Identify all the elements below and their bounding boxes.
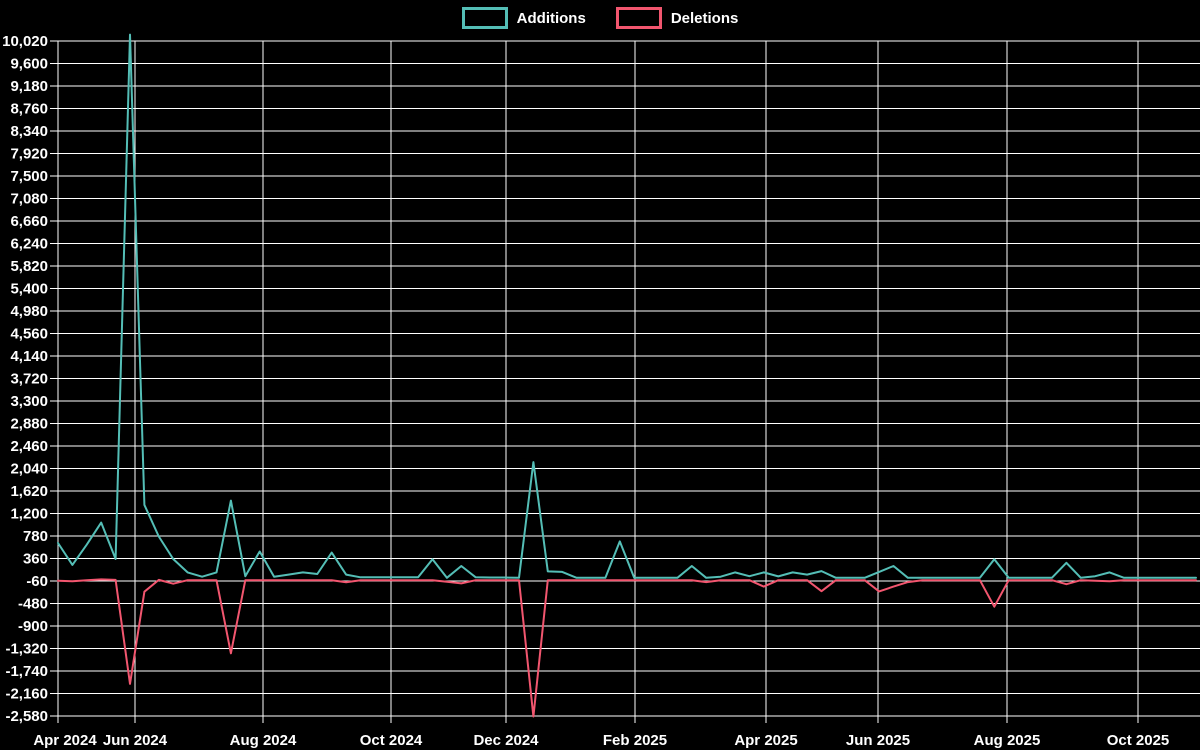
y-tick-label: 2,880: [10, 416, 48, 433]
x-tick-label: Dec 2024: [473, 732, 539, 749]
y-tick-label: -900: [18, 618, 48, 635]
y-tick-label: 5,400: [10, 281, 48, 298]
deletions-line: [57, 578, 1197, 718]
y-tick-label: 8,340: [10, 123, 48, 140]
x-tick-label: Oct 2025: [1107, 732, 1170, 749]
y-tick-label: 1,200: [10, 506, 48, 523]
x-tick-label: Jun 2024: [103, 732, 168, 749]
y-tick-label: -2,160: [5, 686, 48, 703]
y-tick-label: 360: [23, 551, 48, 568]
y-tick-label: 4,140: [10, 348, 48, 365]
deletions-legend-swatch-icon: [615, 7, 662, 29]
y-tick-label: 3,720: [10, 371, 48, 388]
legend-item-deletions[interactable]: Deletions: [615, 7, 739, 29]
y-tick-label: 8,760: [10, 101, 48, 118]
y-tick-label: 2,460: [10, 438, 48, 455]
y-tick-label: 1,620: [10, 483, 48, 500]
x-tick-label: Jun 2025: [846, 732, 910, 749]
y-tick-label: 9,600: [10, 56, 48, 73]
x-tick-label: Apr 2025: [734, 732, 797, 749]
x-tick-label: Aug 2025: [974, 732, 1041, 749]
y-tick-label: -60: [26, 573, 48, 590]
y-tick-label: 780: [23, 528, 48, 545]
legend-item-additions[interactable]: Additions: [461, 7, 586, 29]
y-tick-label: 4,560: [10, 326, 48, 343]
y-tick-label: 10,020: [2, 33, 48, 50]
chart-legend: Additions Deletions: [0, 7, 1200, 29]
y-tick-label: -1,740: [5, 663, 48, 680]
gridlines: [50, 40, 1200, 723]
y-tick-label: 7,500: [10, 168, 48, 185]
y-tick-label: 7,920: [10, 146, 48, 163]
deletions-legend-label: Deletions: [670, 9, 739, 27]
axis-labels: 10,020 9,600 9,180 8,760 8,340 7,920 7,500 7,08…: [2, 33, 1169, 749]
y-tick-label: 2,040: [10, 461, 48, 478]
y-tick-label: 6,660: [10, 213, 48, 230]
y-tick-label: -1,320: [5, 641, 48, 658]
x-tick-label: Feb 2025: [603, 732, 667, 749]
y-tick-label: -2,580: [5, 708, 48, 725]
additions-legend-swatch-icon: [461, 7, 508, 29]
additions-line: [57, 33, 1197, 579]
y-tick-label: 4,980: [10, 303, 48, 320]
y-tick-label: 6,240: [10, 236, 48, 253]
y-tick-label: 5,820: [10, 258, 48, 275]
y-tick-label: 3,300: [10, 393, 48, 410]
additions-legend-label: Additions: [516, 9, 586, 27]
data-lines: [57, 33, 1197, 718]
x-tick-label: Aug 2024: [230, 732, 297, 749]
y-tick-label: 7,080: [10, 191, 48, 208]
y-tick-label: 9,180: [10, 78, 48, 95]
x-tick-label: Oct 2024: [360, 732, 423, 749]
y-tick-label: -480: [18, 596, 48, 613]
x-tick-label: Apr 2024: [33, 732, 97, 749]
